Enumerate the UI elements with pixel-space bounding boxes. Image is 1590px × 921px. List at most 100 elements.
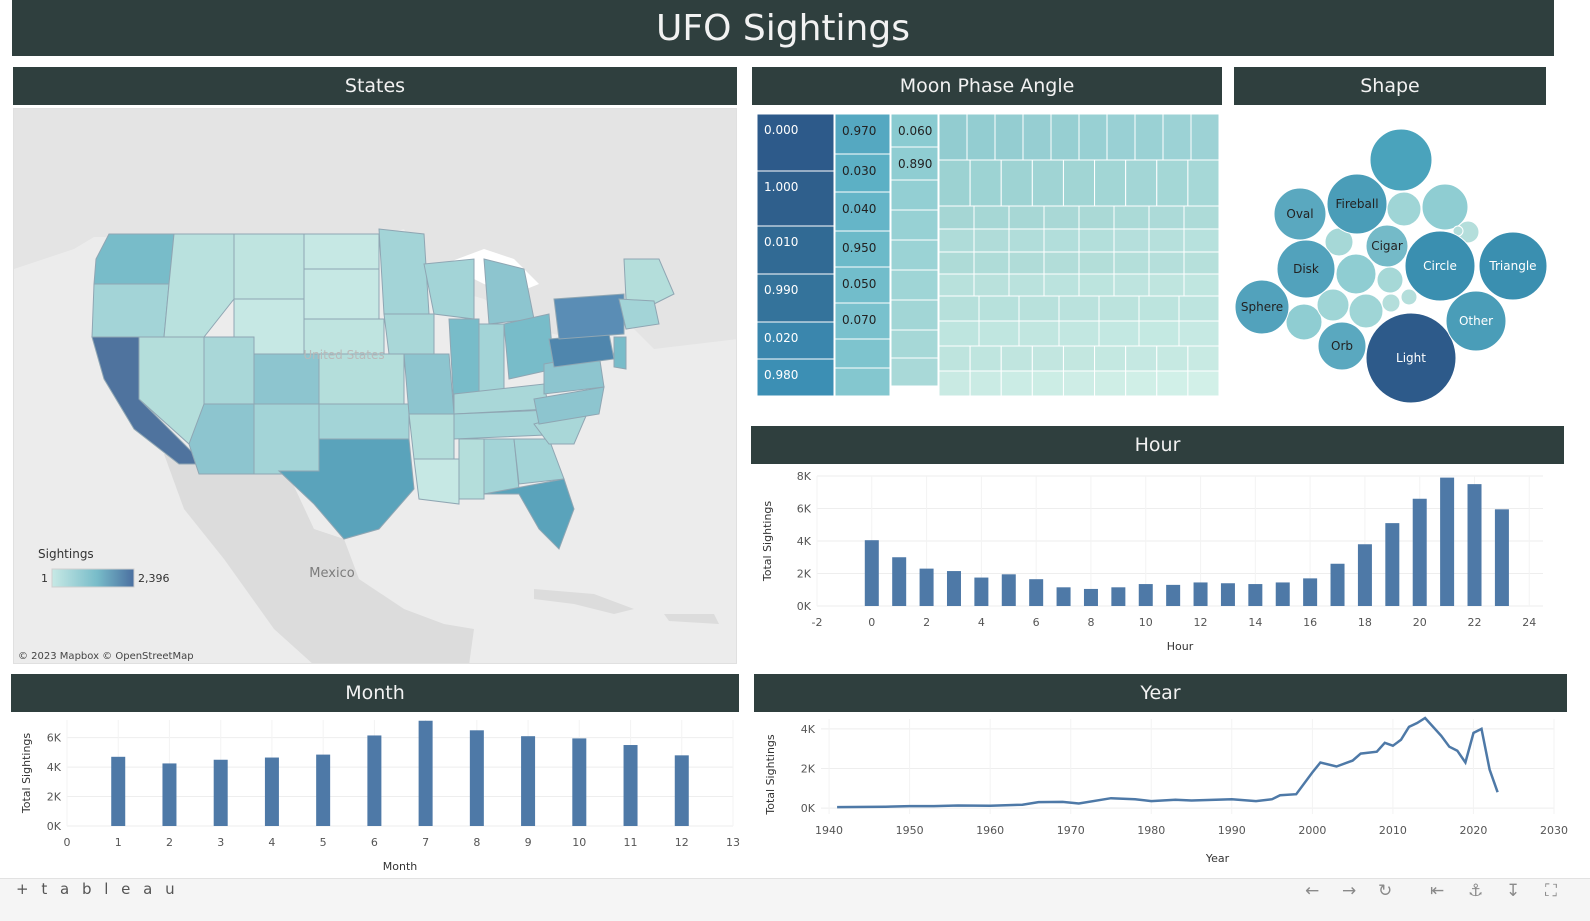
bar[interactable] <box>213 759 228 826</box>
treemap-cell[interactable] <box>890 179 939 211</box>
state-new-mexico[interactable] <box>253 403 320 475</box>
treemap-cell[interactable] <box>1190 114 1219 161</box>
map-canvas[interactable]: United States Mexico Sightings 1 2,396 ©… <box>14 109 737 664</box>
treemap-cell[interactable] <box>1058 295 1100 322</box>
treemap-cell[interactable] <box>834 338 891 369</box>
treemap-cell[interactable] <box>1156 370 1189 396</box>
treemap-cell[interactable] <box>978 320 1020 347</box>
treemap-cell[interactable] <box>978 295 1020 322</box>
treemap-cell[interactable] <box>1094 370 1127 396</box>
state-missouri[interactable] <box>403 353 455 415</box>
treemap-cell[interactable] <box>1183 228 1219 253</box>
treemap-cell[interactable] <box>973 228 1010 253</box>
treemap-cell[interactable] <box>994 114 1024 161</box>
treemap-cell[interactable] <box>969 345 1002 372</box>
treemap-cell[interactable] <box>1031 159 1064 207</box>
treemap-cell[interactable] <box>938 273 975 297</box>
treemap-cell[interactable] <box>1031 370 1064 396</box>
treemap-cell[interactable] <box>1178 320 1219 347</box>
fullscreen-icon[interactable]: ⛶ <box>1545 881 1557 901</box>
treemap-cell[interactable] <box>1050 114 1080 161</box>
treemap-cell[interactable] <box>1125 159 1158 207</box>
bar[interactable] <box>1056 587 1071 606</box>
bar[interactable] <box>111 756 126 826</box>
treemap-cell[interactable] <box>1113 205 1150 230</box>
treemap-cell[interactable] <box>938 205 975 230</box>
shape-bubble[interactable] <box>1369 128 1433 192</box>
state-minnesota[interactable] <box>378 228 430 315</box>
treemap-cell[interactable] <box>1062 159 1096 207</box>
state-alabama[interactable] <box>483 438 520 495</box>
treemap-cell[interactable] <box>1031 345 1064 372</box>
year-series-line[interactable] <box>837 716 1499 809</box>
treemap-cell[interactable] <box>1000 159 1033 207</box>
treemap-cell[interactable] <box>1156 345 1189 372</box>
treemap-cell[interactable] <box>973 205 1010 230</box>
bar[interactable] <box>316 754 331 826</box>
treemap-cell[interactable] <box>1000 345 1033 372</box>
treemap-cell[interactable] <box>966 114 996 161</box>
state-indiana[interactable] <box>478 323 505 395</box>
treemap-cell[interactable] <box>1008 251 1045 275</box>
treemap-cell[interactable] <box>1134 114 1164 161</box>
treemap-cell[interactable] <box>1078 205 1115 230</box>
treemap-cell[interactable] <box>938 345 971 372</box>
treemap-cell[interactable] <box>1094 159 1127 207</box>
treemap-cell[interactable] <box>834 302 891 340</box>
moon-treemap[interactable]: 0.000 1.000 0.010 0.990 0.020 0.980 0.970 0.030… <box>757 114 1219 396</box>
treemap-cell[interactable] <box>938 228 975 253</box>
bar[interactable] <box>1193 582 1208 606</box>
treemap-cell[interactable] <box>1078 228 1115 253</box>
treemap-cell[interactable] <box>973 273 1010 297</box>
treemap-cell[interactable] <box>1000 370 1033 396</box>
bar[interactable] <box>1275 582 1290 606</box>
treemap-cell[interactable] <box>1098 320 1140 347</box>
treemap-cell[interactable] <box>890 357 939 387</box>
bar[interactable] <box>1001 574 1016 606</box>
treemap-cell[interactable] <box>1138 320 1180 347</box>
treemap-cell[interactable] <box>1078 273 1115 297</box>
state-south-dakota[interactable] <box>303 268 380 320</box>
shape-bubble[interactable] <box>1365 224 1409 268</box>
treemap-cell[interactable] <box>1078 114 1108 161</box>
treemap-cell[interactable] <box>938 251 975 275</box>
treemap-cell[interactable] <box>1062 345 1096 372</box>
shape-bubble[interactable] <box>1386 191 1422 227</box>
shape-bubble[interactable] <box>1376 266 1404 294</box>
treemap-cell[interactable] <box>890 239 939 271</box>
state-arkansas[interactable] <box>408 413 455 460</box>
bar[interactable] <box>1440 477 1455 606</box>
treemap-cell[interactable] <box>1062 370 1096 396</box>
bar[interactable] <box>1357 544 1372 606</box>
shape-bubble[interactable] <box>1365 312 1457 404</box>
treemap-cell[interactable] <box>1022 114 1052 161</box>
shape-bubble[interactable] <box>1335 253 1377 295</box>
bar[interactable] <box>418 720 433 826</box>
bar[interactable] <box>974 577 989 606</box>
bar[interactable] <box>623 745 638 826</box>
treemap-cell[interactable] <box>1018 295 1060 322</box>
treemap-cell[interactable] <box>973 251 1010 275</box>
download-icon[interactable]: ↧ <box>1506 881 1521 901</box>
treemap-cell[interactable] <box>834 153 891 193</box>
treemap-cell[interactable] <box>1098 295 1140 322</box>
state-texas[interactable] <box>277 404 415 540</box>
treemap-cell[interactable] <box>1008 273 1045 297</box>
treemap-cell[interactable] <box>1043 205 1080 230</box>
bar[interactable] <box>572 738 587 826</box>
treemap-cell[interactable] <box>757 170 835 227</box>
shape-bubble[interactable] <box>1400 288 1418 306</box>
treemap-cell[interactable] <box>1187 370 1219 396</box>
treemap-cell[interactable] <box>757 358 835 396</box>
treemap-cell[interactable] <box>1148 205 1185 230</box>
shape-bubble[interactable] <box>1478 231 1548 301</box>
state-new-england[interactable] <box>618 298 660 330</box>
shape-bubble[interactable] <box>1273 187 1327 241</box>
state-montana[interactable] <box>233 233 305 300</box>
treemap-cell[interactable] <box>890 209 939 241</box>
bar[interactable] <box>946 571 961 606</box>
treemap-cell[interactable] <box>1008 205 1045 230</box>
bar[interactable] <box>1111 587 1126 606</box>
